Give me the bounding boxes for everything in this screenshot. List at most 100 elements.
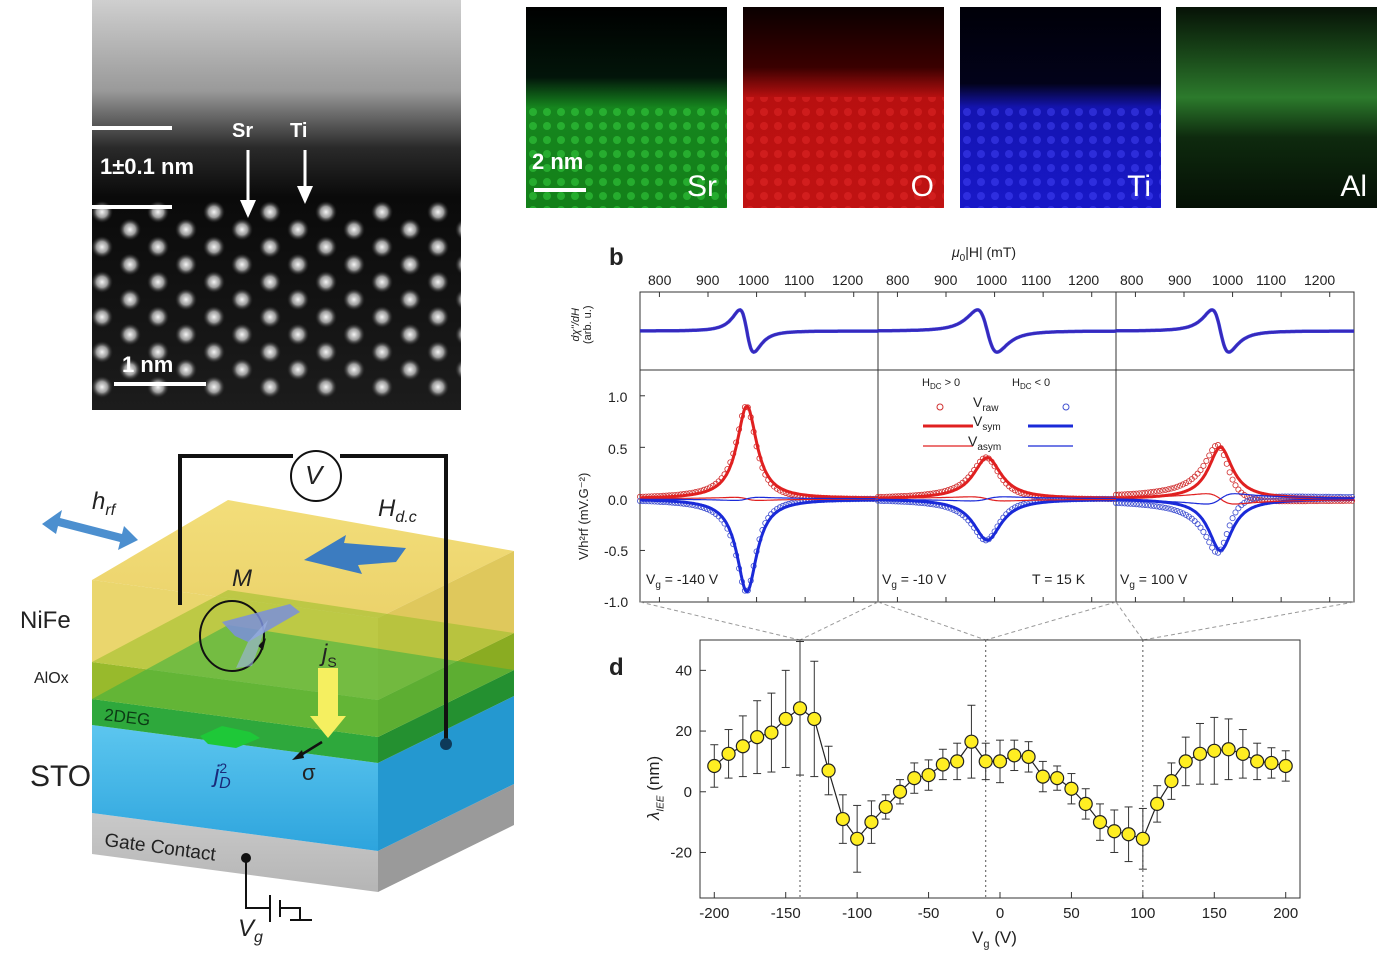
raw-point-red bbox=[1165, 486, 1172, 493]
top-tick: 1000 bbox=[1212, 272, 1244, 288]
d-data-point bbox=[835, 811, 850, 827]
eds-scale-label: 2 nm bbox=[532, 149, 584, 174]
d-xtick-label: 100 bbox=[1130, 905, 1155, 922]
d-ytick-label: 0 bbox=[684, 784, 692, 801]
upper-curve-blue bbox=[1116, 308, 1354, 354]
raw-point-blue bbox=[1226, 522, 1233, 529]
raw-point-red bbox=[1142, 489, 1149, 496]
top-tick: 800 bbox=[1120, 272, 1144, 288]
mu-sub: 0 bbox=[959, 252, 966, 264]
eds-map-ti: Ti bbox=[960, 7, 1161, 208]
nife-top bbox=[92, 500, 514, 618]
annotation-vg-neg10: Vg = -10 V bbox=[882, 571, 946, 591]
asym-curve-blue bbox=[1116, 493, 1354, 505]
top-tick: 800 bbox=[648, 272, 672, 288]
d-data-point bbox=[764, 725, 779, 740]
sym-curve-blue bbox=[640, 498, 878, 594]
jc-sub: D bbox=[219, 774, 231, 792]
eds-label-o: O bbox=[910, 170, 934, 203]
raw-point-red bbox=[1147, 489, 1154, 496]
d-data-point bbox=[1092, 815, 1108, 830]
top-tick: 900 bbox=[696, 272, 720, 288]
raw-point-red bbox=[1182, 479, 1189, 486]
legend-h-rest: < 0 bbox=[1031, 377, 1051, 389]
eds-label-sr: Sr bbox=[687, 170, 717, 203]
top-axis-label-mid: |H| (mT) bbox=[965, 244, 1017, 260]
sigma-label: σ bbox=[302, 760, 316, 785]
raw-point-red bbox=[1159, 487, 1166, 494]
raw-point-blue bbox=[1156, 503, 1163, 510]
vg-main: V bbox=[238, 915, 255, 942]
legend-v-sub: raw bbox=[982, 402, 999, 414]
mu-symbol: μ bbox=[952, 244, 960, 260]
lower-ytick-3: -0.5 bbox=[604, 543, 629, 559]
d-data-point bbox=[978, 754, 993, 769]
d-xtick-label: -100 bbox=[842, 905, 872, 922]
d-xtick-label: -200 bbox=[699, 905, 729, 922]
js-main: j bbox=[322, 640, 328, 667]
panel-b-top-axis-label: μ0|H| (mT) bbox=[952, 244, 1016, 264]
upper-curve-blue bbox=[640, 308, 878, 354]
raw-point-blue bbox=[1150, 502, 1157, 509]
top-tick: 800 bbox=[886, 272, 910, 288]
top-tick: 1000 bbox=[976, 272, 1008, 288]
alox-label: AlOx bbox=[34, 670, 69, 687]
raw-point-red bbox=[1212, 443, 1219, 450]
d-data-point bbox=[1192, 746, 1208, 761]
d-ytick-label: 40 bbox=[675, 662, 692, 679]
d-xlabel-unit: (V) bbox=[989, 928, 1017, 947]
d-data-point bbox=[821, 763, 836, 778]
raw-point-blue bbox=[1209, 544, 1216, 551]
d-xlabel-main: V bbox=[972, 928, 984, 947]
legend-raw-red bbox=[936, 403, 944, 411]
d-data-point bbox=[721, 746, 736, 761]
raw-point-red bbox=[1139, 490, 1146, 497]
d-data-point bbox=[792, 701, 808, 716]
d-data-point bbox=[907, 771, 922, 786]
raw-point-blue bbox=[1162, 504, 1169, 511]
sto-side bbox=[378, 696, 514, 851]
legend-v-sub: sym bbox=[982, 421, 1001, 433]
jc-sup: 2 bbox=[219, 760, 228, 776]
raw-point-red bbox=[1209, 447, 1216, 454]
legend-hdc-neg: HDC < 0 bbox=[1012, 377, 1050, 391]
raw-point-red bbox=[1194, 470, 1201, 477]
ann-rest: = -10 V bbox=[896, 571, 947, 587]
raw-point-blue bbox=[1174, 508, 1181, 515]
d-xtick-label: 50 bbox=[1063, 905, 1080, 922]
hdc-sub: d.c bbox=[395, 508, 417, 526]
raw-point-red bbox=[1203, 457, 1210, 464]
stem-image-graphic bbox=[92, 0, 461, 410]
legend-vsym: Vsym bbox=[973, 413, 1001, 433]
top-tick: 1100 bbox=[1021, 272, 1052, 288]
d-data-point bbox=[1207, 743, 1222, 758]
raw-point-blue bbox=[1203, 533, 1210, 540]
raw-point-blue bbox=[1168, 506, 1175, 513]
raw-point-blue bbox=[1159, 504, 1166, 511]
upper-yunit: (arb. u.) bbox=[582, 305, 594, 344]
raw-point-red bbox=[1153, 488, 1160, 495]
ann-main: V bbox=[646, 571, 656, 587]
raw-point-red bbox=[1171, 484, 1178, 491]
d-data-point bbox=[1064, 781, 1079, 796]
d-data-point bbox=[950, 754, 965, 769]
d-xtick-label: -50 bbox=[918, 905, 940, 922]
ann-main: V bbox=[1120, 571, 1130, 587]
d-ylabel-unit: (nm) bbox=[644, 755, 663, 796]
lower-ytick-0: 1.0 bbox=[608, 389, 628, 405]
d-ytick-label: -20 bbox=[670, 844, 692, 861]
annotation-temperature: T = 15 K bbox=[1032, 571, 1086, 587]
raw-point-blue bbox=[1235, 505, 1242, 512]
raw-point-red bbox=[1206, 452, 1213, 459]
raw-point-blue bbox=[1147, 502, 1154, 509]
legend-raw-blue bbox=[1062, 403, 1070, 411]
raw-point-blue bbox=[1249, 496, 1256, 503]
d-link-line bbox=[877, 601, 986, 641]
d-data-point bbox=[1050, 771, 1065, 786]
upper-curve-blue bbox=[878, 308, 1116, 354]
jc-label: j2D bbox=[214, 760, 231, 793]
ti-label: Ti bbox=[290, 120, 308, 142]
sym-curve-blue bbox=[878, 498, 1116, 542]
panel-b-letter: b bbox=[609, 244, 624, 271]
lower-ytick-2: 0.0 bbox=[608, 492, 628, 508]
